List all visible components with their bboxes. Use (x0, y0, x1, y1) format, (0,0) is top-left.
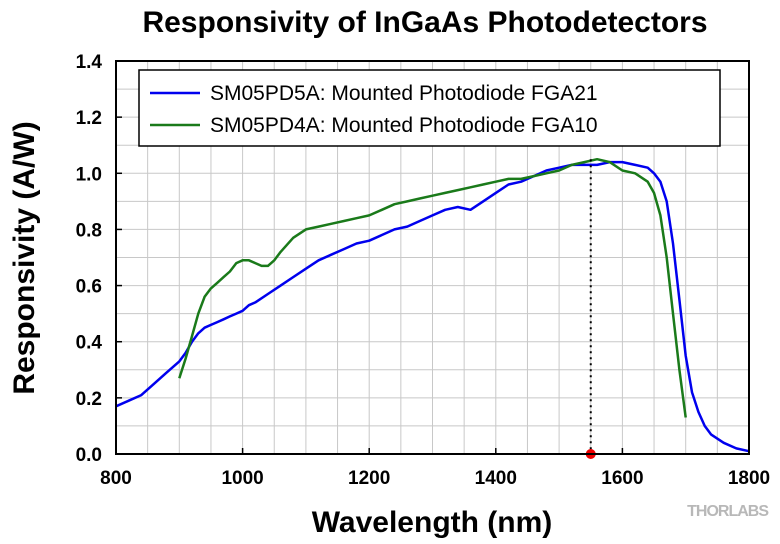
x-tick-label: 1800 (728, 468, 770, 489)
x-tick-label: 1400 (475, 468, 517, 489)
x-tick-label: 1000 (221, 468, 263, 489)
y-axis: 0.0 0.2 0.4 0.6 0.8 1.0 1.2 1.4 (76, 52, 122, 466)
legend-box (138, 69, 721, 147)
legend: SM05PD5A: Mounted Photodiode FGA21 SM05PD… (138, 69, 721, 147)
y-tick-label: 1.4 (76, 52, 103, 73)
series-line-1 (115, 160, 750, 453)
y-tick-label: 1.0 (76, 164, 102, 185)
x-tick-label: 1600 (601, 468, 643, 489)
x-tick-label: 1200 (348, 468, 390, 489)
y-tick-label: 0.2 (76, 389, 102, 410)
legend-label-2: SM05PD4A: Mounted Photodiode FGA10 (210, 114, 598, 137)
series-line-2 (178, 157, 687, 418)
x-axis-title: Wavelength (nm) (312, 506, 553, 539)
thorlabs-logo: THORLABS (687, 503, 769, 520)
x-tick-label: 800 (100, 468, 132, 489)
y-tick-label: 0.8 (76, 220, 102, 241)
y-tick-label: 0.0 (76, 445, 102, 466)
y-axis-title: Responsivity (A/W) (8, 121, 41, 394)
x-axis: 800 1000 1200 1400 1600 1800 (100, 448, 770, 489)
series-layer (115, 157, 750, 453)
y-tick-label: 1.2 (76, 108, 102, 129)
plot-frame (115, 60, 750, 455)
y-tick-label: 0.4 (76, 333, 103, 354)
legend-label-1: SM05PD5A: Mounted Photodiode FGA21 (210, 82, 598, 105)
y-tick-label: 0.6 (76, 277, 102, 298)
chart-title: Responsivity of InGaAs Photodetectors (142, 6, 707, 39)
